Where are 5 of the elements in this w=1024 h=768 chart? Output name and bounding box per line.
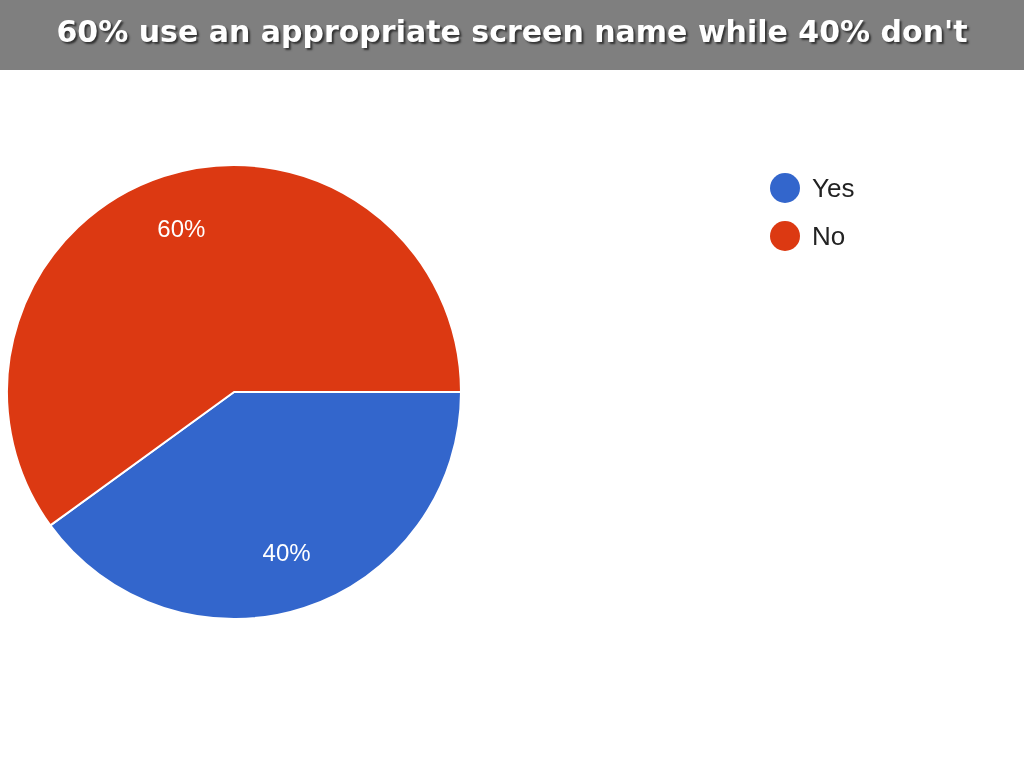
chart-title: 60% use an appropriate screen name while 40% don't	[0, 0, 1024, 70]
data-label: 40%	[262, 538, 311, 566]
legend-label: Yes	[812, 172, 855, 204]
legend-label: No	[812, 220, 846, 252]
data-label: 60%	[157, 214, 206, 242]
